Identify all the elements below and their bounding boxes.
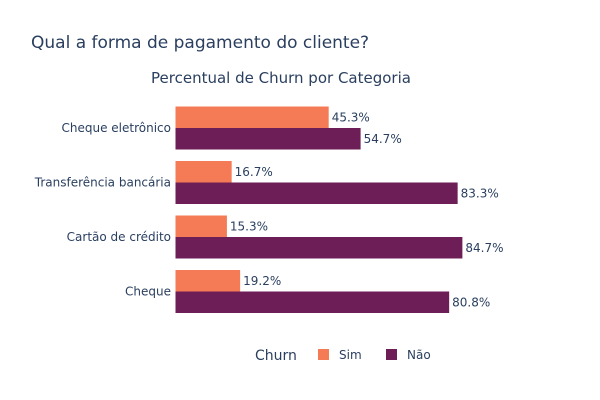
bar-nao-cartao-de-credito[interactable] [175,237,462,259]
legend-item-nao[interactable]: Não [386,348,431,362]
plot-area: Cheque eletrônico 45.3% 54.7% Transferência… [34,107,504,314]
legend[interactable]: Churn Sim Não [255,348,431,364]
legend-label-nao: Não [407,348,431,362]
data-label-sim-cheque-eletronico: 45.3% [332,110,370,124]
data-label-sim-cheque: 19.2% [243,274,281,288]
data-label-sim-cartao-de-credito: 15.3% [230,219,268,233]
legend-swatch-nao [386,349,397,360]
bar-nao-cheque-eletronico[interactable] [175,128,361,150]
data-label-nao-cheque: 80.8% [452,295,490,309]
y-tick-label-cheque-eletronico: Cheque eletrônico [62,121,171,135]
bar-nao-transferencia-bancaria[interactable] [175,183,458,205]
bar-sim-cheque[interactable] [175,270,240,292]
data-label-nao-cartao-de-credito: 84.7% [465,241,503,255]
chart-title: Percentual de Churn por Categoria [151,69,411,87]
data-label-nao-transferencia-bancaria: 83.3% [461,186,499,200]
y-tick-label-cartao-de-credito: Cartão de crédito [67,230,171,244]
data-label-nao-cheque-eletronico: 54.7% [364,132,402,146]
y-tick-label-transferencia-bancaria: Transferência bancária [34,176,171,190]
data-label-sim-transferencia-bancaria: 16.7% [235,165,273,179]
y-tick-label-cheque: Cheque [125,285,171,299]
legend-swatch-sim [318,349,329,360]
legend-title: Churn [255,348,297,364]
bar-sim-transferencia-bancaria[interactable] [175,161,232,183]
bar-sim-cartao-de-credito[interactable] [175,216,227,238]
bar-nao-cheque[interactable] [175,292,449,314]
legend-label-sim: Sim [339,348,362,362]
bar-sim-cheque-eletronico[interactable] [175,107,329,129]
legend-item-sim[interactable]: Sim [318,348,362,362]
